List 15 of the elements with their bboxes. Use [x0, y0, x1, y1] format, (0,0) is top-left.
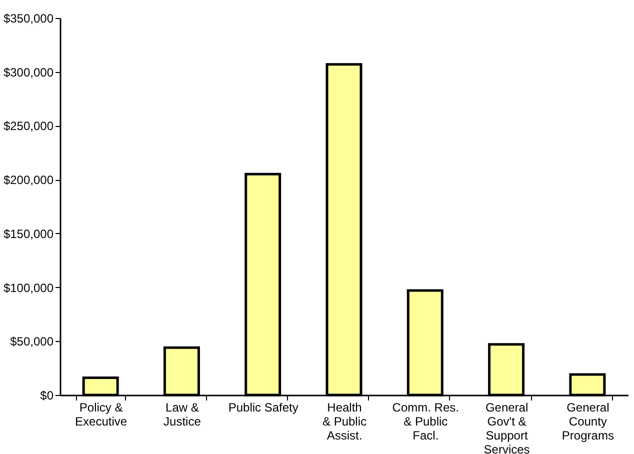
- y-tick-label: $350,000: [3, 12, 54, 26]
- y-tick-label: $250,000: [3, 119, 54, 134]
- y-tick-label: $150,000: [3, 226, 54, 241]
- x-tick-label: Comm. Res. & Public Facl.: [392, 400, 459, 442]
- x-tick-label: Policy & Executive: [75, 400, 128, 428]
- y-tick-label: $50,000: [10, 334, 54, 349]
- y-tick-label: $300,000: [3, 65, 54, 80]
- x-tick-label: Health & Public Assist.: [322, 400, 367, 442]
- x-tick-label: General Gov't & Support Services: [484, 400, 530, 454]
- y-tick-label: $0: [40, 388, 54, 402]
- y-tick-label: $100,000: [3, 280, 54, 295]
- y-tick-label: $200,000: [3, 173, 54, 188]
- x-tick-label: General County Programs: [562, 400, 614, 442]
- x-tick-label: Public Safety: [228, 400, 298, 414]
- x-tick-label: Law & Justice: [164, 400, 202, 428]
